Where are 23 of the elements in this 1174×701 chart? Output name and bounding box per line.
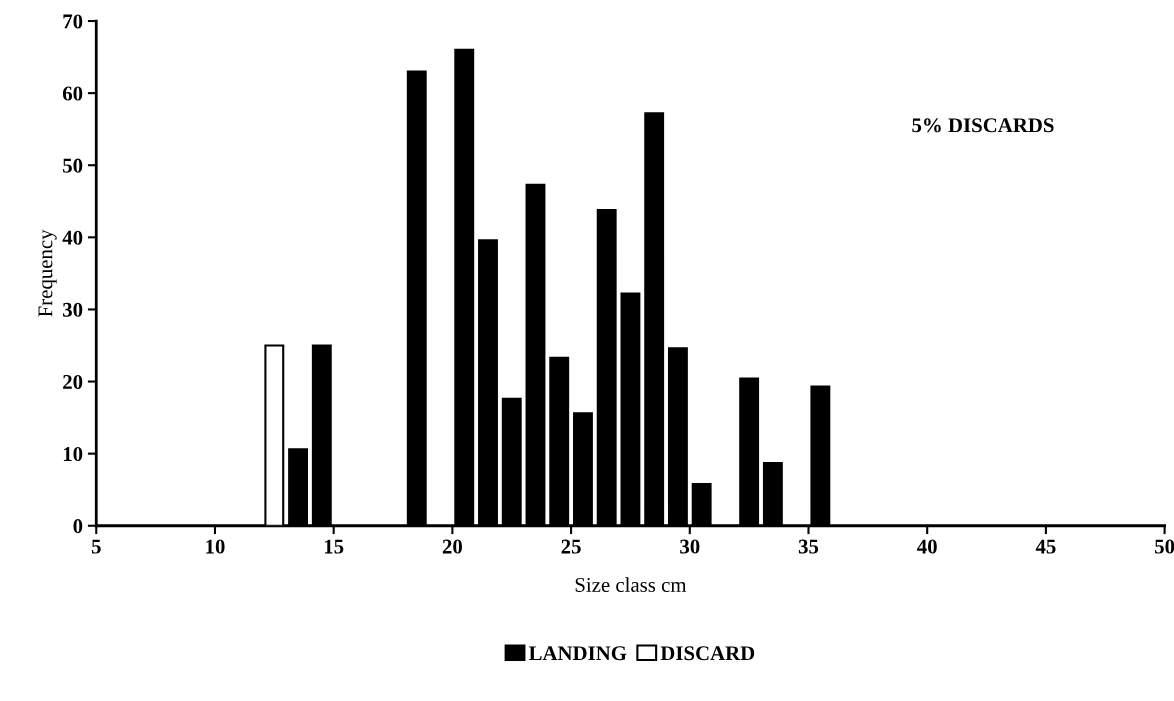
x-tick-label: 20 — [442, 539, 462, 554]
x-tick-label: 35 — [798, 539, 819, 554]
y-tick-label: 50 — [63, 158, 83, 173]
y-tick-label: 10 — [63, 447, 83, 462]
x-tick-label: 15 — [324, 539, 344, 554]
x-axis-title: Size class cm — [575, 577, 687, 592]
y-tick-label: 30 — [63, 302, 83, 317]
legend-label: LANDING — [528, 646, 627, 661]
annotation: 5% DISCARDS — [912, 118, 1054, 133]
x-tick-label: 50 — [1155, 539, 1174, 554]
x-tick-label: 10 — [206, 539, 225, 554]
y-tick-label: 70 — [63, 14, 83, 29]
x-tick-label: 5 — [91, 539, 101, 554]
x-tick-label: 30 — [680, 539, 700, 554]
x-tick-label: 45 — [1035, 539, 1056, 554]
y-axis-title: Frequency — [38, 229, 57, 317]
y-tick-label: 0 — [73, 519, 83, 534]
y-tick-label: 60 — [62, 86, 83, 101]
y-tick-label: 40 — [62, 230, 83, 245]
y-tick-label: 20 — [63, 374, 83, 389]
x-tick-label: 25 — [561, 539, 581, 554]
legend-label: DISCARD — [660, 646, 755, 661]
x-tick-label: 40 — [917, 539, 937, 554]
